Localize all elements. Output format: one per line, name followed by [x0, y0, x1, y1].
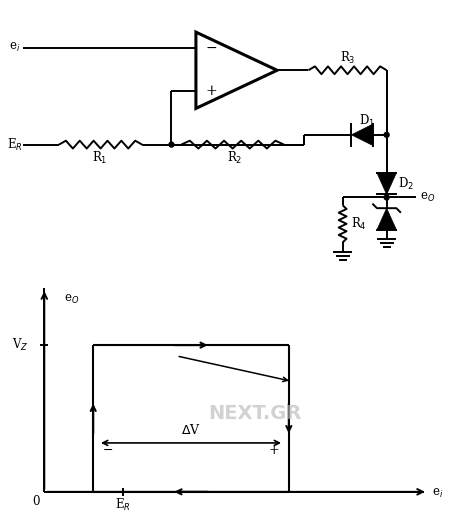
- Text: R$_4$: R$_4$: [351, 216, 367, 232]
- Text: −: −: [206, 41, 218, 55]
- Polygon shape: [351, 124, 373, 146]
- Text: R$_1$: R$_1$: [92, 150, 108, 166]
- Text: e$_i$: e$_i$: [9, 41, 21, 54]
- Polygon shape: [377, 208, 396, 230]
- Text: +: +: [206, 84, 218, 98]
- Text: 0: 0: [33, 495, 40, 508]
- Circle shape: [384, 133, 389, 137]
- Text: NEXT.GR: NEXT.GR: [208, 404, 301, 423]
- Text: D$_2$: D$_2$: [398, 175, 414, 192]
- Text: +: +: [268, 444, 279, 457]
- Text: −: −: [103, 444, 113, 457]
- Text: e$_O$: e$_O$: [420, 191, 435, 204]
- Text: e$_i$: e$_i$: [432, 487, 443, 501]
- Text: E$_R$: E$_R$: [7, 137, 23, 153]
- Text: D$_1$: D$_1$: [359, 113, 375, 129]
- Text: R$_2$: R$_2$: [228, 150, 243, 166]
- Text: $\Delta$V: $\Delta$V: [181, 423, 201, 437]
- Text: E$_R$: E$_R$: [115, 496, 130, 512]
- Text: R$_3$: R$_3$: [340, 50, 356, 66]
- Circle shape: [169, 142, 174, 147]
- Polygon shape: [377, 173, 396, 195]
- Text: V$_Z$: V$_Z$: [12, 337, 28, 353]
- Circle shape: [384, 195, 389, 200]
- Text: e$_O$: e$_O$: [64, 293, 79, 305]
